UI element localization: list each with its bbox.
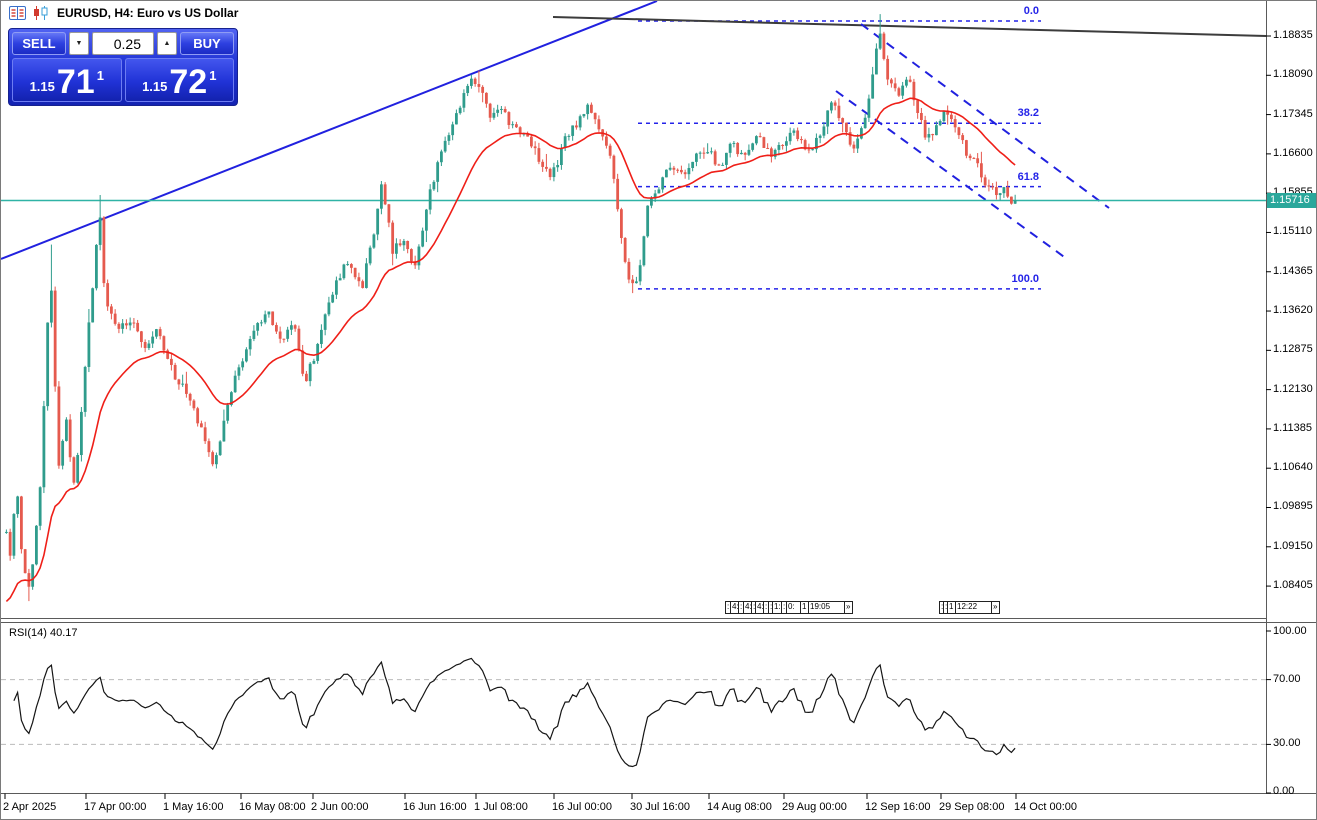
time-tick-label: 16 May 08:00: [239, 801, 306, 813]
price-tick-label: 1.16600: [1273, 146, 1313, 159]
rsi-label: RSI(14) 40.17: [9, 627, 78, 639]
fib-retracement: [638, 20, 1041, 290]
fib-level-label: 38.2: [1017, 107, 1039, 120]
time-tick-label: 2 Jun 00:00: [311, 801, 369, 813]
buy-price-display[interactable]: 1.15 72 1: [124, 58, 234, 102]
rsi-line: [13, 657, 1016, 768]
book-icon[interactable]: [9, 6, 26, 20]
price-tick-label: 1.15110: [1273, 225, 1312, 238]
price-tick-label: 1.12875: [1273, 343, 1313, 356]
event-marker-arrow-icon[interactable]: »: [844, 601, 853, 614]
trendline-channel-upper[interactable]: [860, 23, 1110, 209]
time-tick-label: 16 Jun 16:00: [403, 801, 467, 813]
fib-level-label: 0.0: [1023, 4, 1039, 17]
event-marker-time[interactable]: 12:22: [955, 601, 992, 614]
buy-price-prefix: 1.15: [142, 79, 168, 94]
candles: [5, 14, 1017, 602]
sell-price-prefix: 1.15: [29, 79, 55, 94]
time-tick-label: 17 Apr 00:00: [84, 801, 147, 813]
price-tick-label: 1.18835: [1273, 29, 1313, 41]
sell-button[interactable]: SELL: [12, 32, 66, 55]
caret-down-icon: ▼: [75, 40, 83, 47]
time-tick-label: 14 Oct 00:00: [1014, 801, 1077, 813]
trendline-descending-resistance[interactable]: [552, 16, 1267, 37]
rsi-tick-label: 0.00: [1273, 785, 1295, 797]
sell-price-sup: 1: [96, 68, 104, 83]
candlestick-chart-icon[interactable]: [33, 6, 50, 20]
price-tick-label: 1.09895: [1273, 500, 1313, 513]
time-tick-label: 29 Aug 00:00: [782, 801, 847, 813]
price-tick-label: 1.13620: [1273, 304, 1313, 317]
sell-price-big: 71: [56, 62, 95, 101]
time-tick-label: 1 Jul 08:00: [474, 801, 528, 813]
time-tick-label: 14 Aug 08:00: [707, 801, 772, 813]
buy-button[interactable]: BUY: [180, 32, 234, 55]
rsi-tick-label: 30.00: [1273, 737, 1301, 750]
volume-down-button[interactable]: ▼: [69, 32, 89, 55]
price-tick-label: 1.12130: [1273, 382, 1313, 395]
chart-title: EURUSD, H4: Euro vs US Dollar: [57, 6, 239, 20]
price-tick-label: 1.10640: [1273, 461, 1313, 474]
caret-up-icon: ▲: [163, 40, 171, 47]
event-marker-fragment[interactable]: 0:: [786, 601, 801, 614]
buy-price-big: 72: [169, 62, 208, 101]
price-tick-label: 1.14365: [1273, 264, 1313, 277]
time-tick-label: 16 Jul 00:00: [552, 801, 612, 813]
time-tick-label: 29 Sep 08:00: [939, 801, 1005, 813]
sell-price-display[interactable]: 1.15 71 1: [12, 58, 122, 102]
price-tick-label: 1.17345: [1273, 107, 1313, 120]
volume-input[interactable]: [92, 32, 154, 55]
rsi-tick-label: 70.00: [1273, 672, 1301, 685]
current-price-tag: 1.15716: [1267, 193, 1316, 208]
time-tick-label: 2 Apr 2025: [3, 801, 57, 813]
fib-level-label: 100.0: [1011, 272, 1039, 285]
rsi-tick-label: 100.00: [1273, 625, 1307, 637]
event-marker-time[interactable]: 19:05: [808, 601, 845, 614]
price-tick-label: 1.18090: [1273, 68, 1313, 81]
buy-price-sup: 1: [209, 68, 217, 83]
event-marker-arrow-icon[interactable]: »: [991, 601, 1000, 614]
time-tick-label: 1 May 16:00: [163, 801, 224, 813]
moving-average-line[interactable]: [5, 97, 1016, 602]
price-tick-label: 1.09150: [1273, 539, 1313, 552]
chart-header: EURUSD, H4: Euro vs US Dollar: [9, 6, 238, 20]
price-tick-label: 1.08405: [1273, 579, 1313, 592]
trendline-ascending-support[interactable]: [1, 1, 658, 260]
time-tick-label: 12 Sep 16:00: [865, 801, 931, 813]
volume-up-button[interactable]: ▲: [157, 32, 177, 55]
fib-level-label: 61.8: [1017, 170, 1039, 183]
price-tick-label: 1.11385: [1273, 421, 1312, 434]
time-tick-label: 30 Jul 16:00: [630, 801, 690, 813]
